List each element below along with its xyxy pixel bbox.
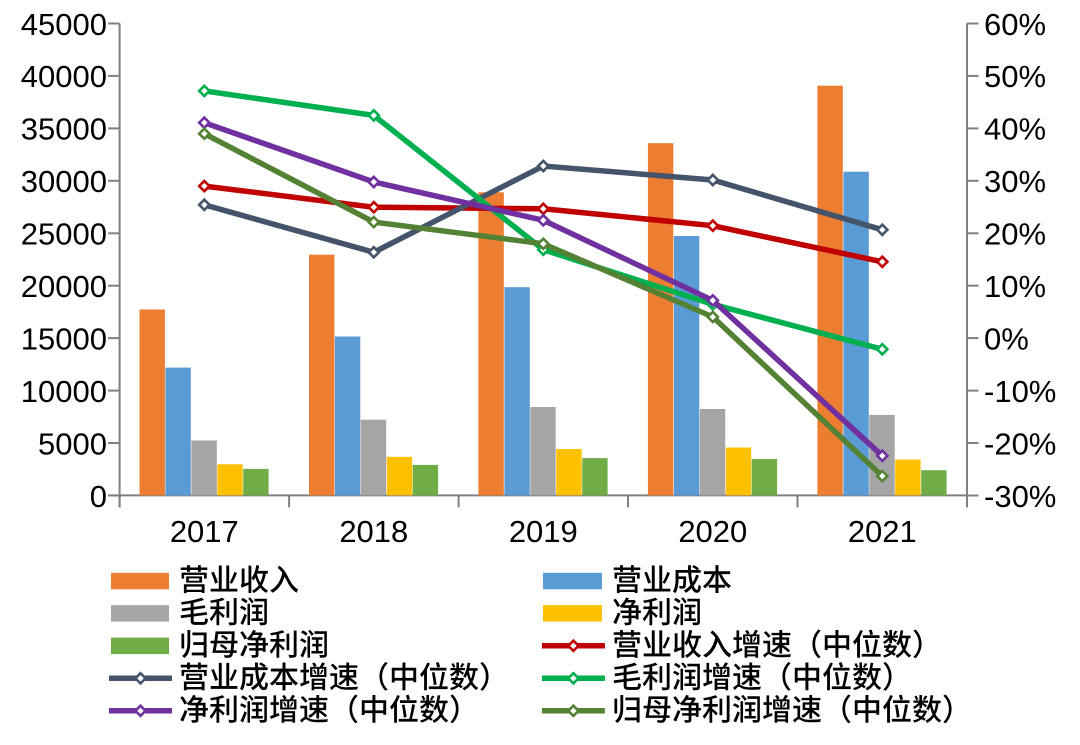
svg-text:2019: 2019 [509,514,578,549]
svg-text:-30%: -30% [984,479,1056,514]
svg-text:-20%: -20% [984,426,1056,461]
svg-text:10%: 10% [984,269,1046,304]
svg-text:0: 0 [90,479,107,514]
svg-text:40%: 40% [984,112,1046,147]
svg-text:2020: 2020 [678,514,747,549]
svg-text:50%: 50% [984,59,1046,94]
svg-text:40000: 40000 [21,59,107,94]
svg-text:2018: 2018 [339,514,408,549]
svg-text:25000: 25000 [21,217,107,252]
svg-text:30000: 30000 [21,164,107,199]
svg-text:45000: 45000 [21,7,107,42]
svg-text:5000: 5000 [38,426,107,461]
svg-text:2017: 2017 [170,514,239,549]
svg-text:35000: 35000 [21,112,107,147]
svg-text:60%: 60% [984,7,1046,42]
svg-text:10000: 10000 [21,374,107,409]
svg-text:-10%: -10% [984,374,1056,409]
svg-text:2021: 2021 [848,514,917,549]
svg-text:20000: 20000 [21,269,107,304]
svg-text:0%: 0% [984,321,1029,356]
svg-text:30%: 30% [984,164,1046,199]
svg-text:20%: 20% [984,217,1046,252]
svg-text:15000: 15000 [21,321,107,356]
